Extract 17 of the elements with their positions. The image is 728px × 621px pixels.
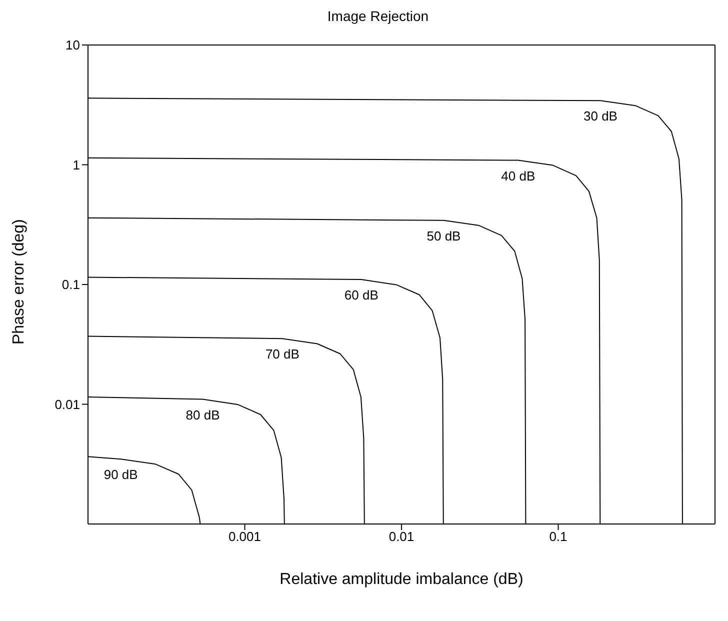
series-label: 40 dB [501, 168, 536, 184]
y-tick-label: 1 [72, 157, 80, 172]
x-tick-label: 0.001 [228, 529, 262, 544]
series-label: 70 dB [265, 346, 300, 362]
series-label: 80 dB [186, 407, 220, 422]
series-label: 30 dB [584, 108, 618, 124]
y-tick-label: 10 [66, 38, 80, 53]
series-label: 50 dB [426, 228, 461, 244]
x-tick-label: 0.01 [388, 529, 414, 544]
y-axis-title: Phase error (deg) [10, 219, 28, 344]
x-tick-label: 0.1 [549, 529, 568, 544]
x-axis-title: Relative amplitude imbalance (dB) [280, 571, 524, 588]
y-tick-label: 0.1 [62, 277, 80, 292]
chart-title: Image Rejection [326, 8, 430, 24]
series-label: 60 dB [344, 288, 378, 303]
y-tick-label: 0.01 [54, 396, 80, 412]
series-label: 90 dB [104, 467, 138, 482]
